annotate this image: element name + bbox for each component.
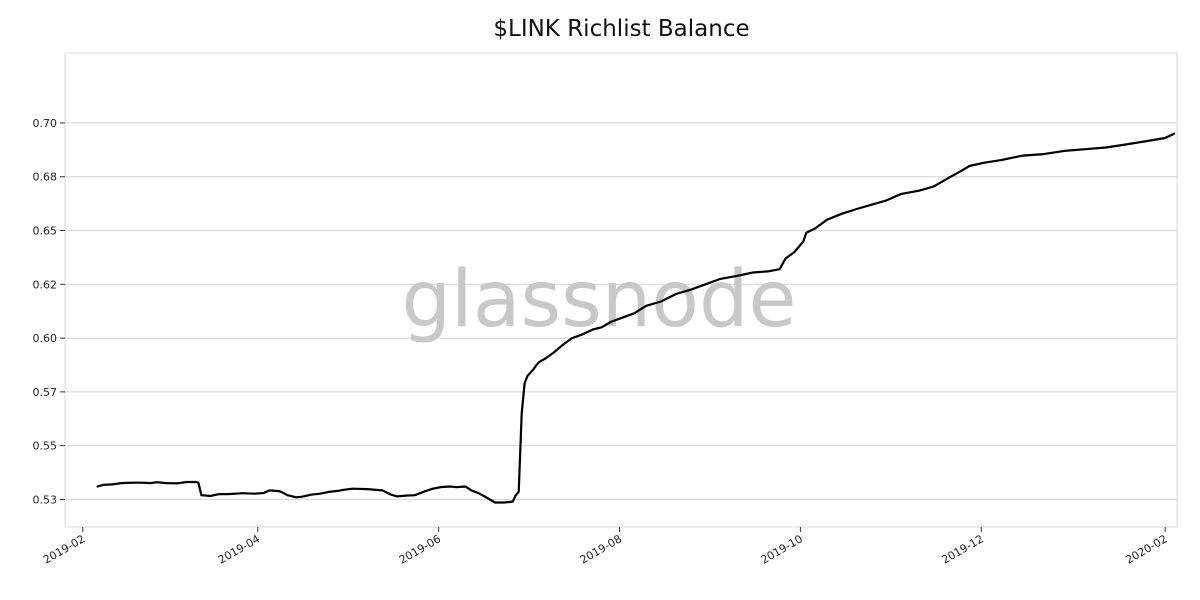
y-tick-label: 0.60: [33, 332, 58, 345]
y-tick-label: 0.65: [33, 225, 58, 238]
x-tick-label: 2019-12: [939, 532, 985, 566]
y-tick-label: 0.62: [33, 278, 58, 291]
y-tick-label: 0.55: [33, 440, 58, 453]
chart-title: $LINK Richlist Balance: [493, 16, 750, 42]
plot-frame: [64, 52, 1178, 528]
x-tick-label: 2019-04: [216, 532, 262, 566]
x-tick-label: 2019-10: [759, 532, 805, 566]
x-axis: 2019-02 2019-04 2019-06 2019-08 2019-10 2019-…: [41, 527, 1170, 567]
grid-lines: [65, 122, 1177, 501]
x-tick-label: 2019-06: [397, 532, 443, 566]
x-tick-label: 2019-02: [41, 532, 87, 566]
series-line: [96, 132, 1176, 504]
y-tick-label: 0.68: [33, 171, 58, 184]
y-tick-label: 0.53: [33, 493, 58, 506]
x-tick-label: 2019-08: [578, 532, 624, 566]
y-tick-label: 0.70: [33, 117, 58, 130]
x-tick-label: 2020-02: [1123, 532, 1169, 566]
y-tick-label: 0.57: [33, 386, 58, 399]
watermark: glassnode: [402, 255, 797, 345]
y-axis: 0.53 0.55 0.57 0.60 0.62 0.65 0.68 0.70: [33, 117, 65, 506]
